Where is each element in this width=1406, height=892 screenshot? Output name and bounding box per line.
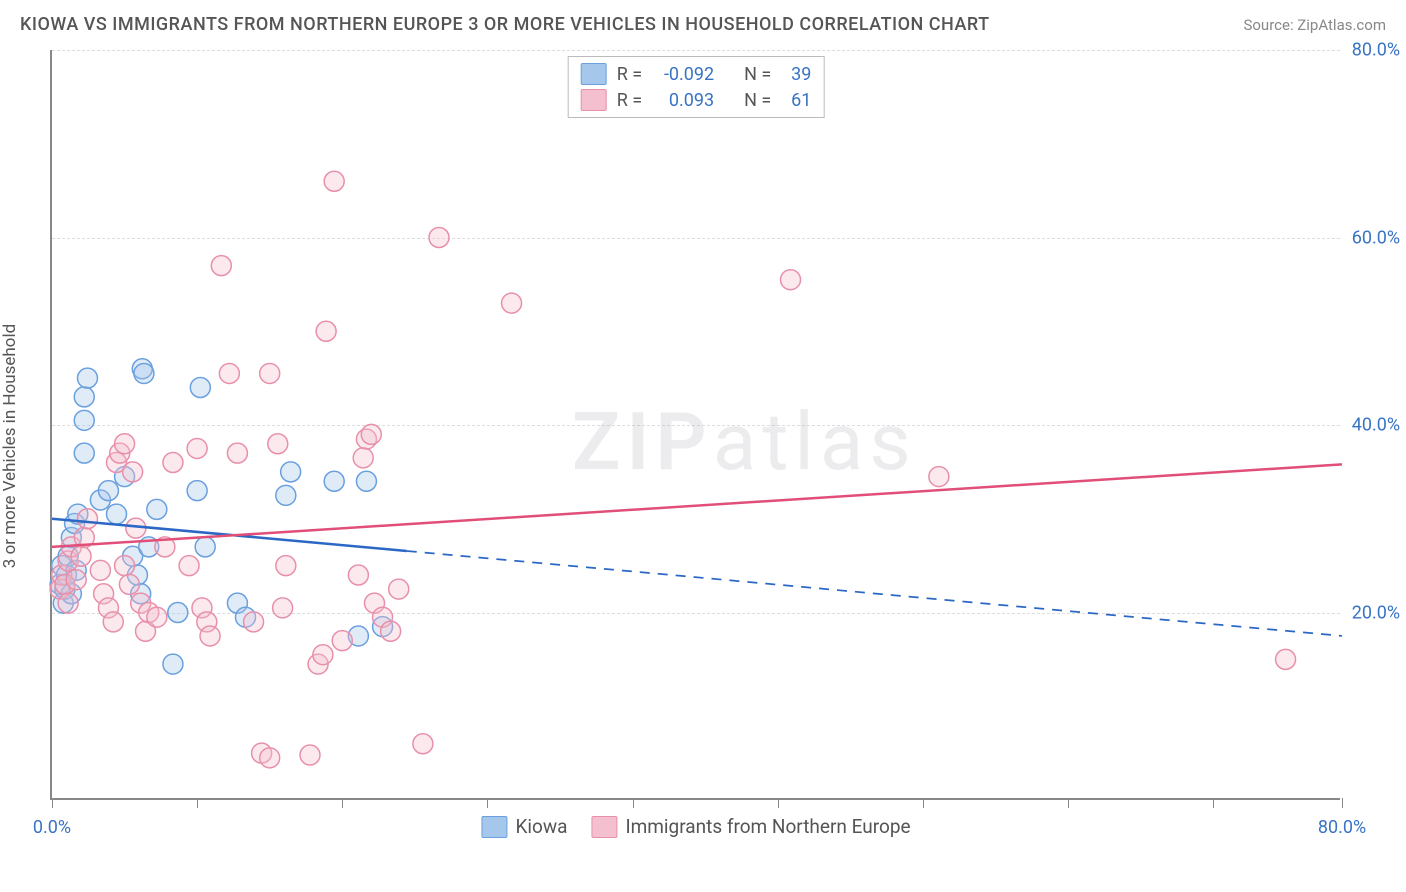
x-tick: [342, 798, 343, 808]
data-point: [195, 537, 215, 557]
data-point: [74, 387, 94, 407]
source-label: Source: ZipAtlas.com: [1243, 16, 1386, 34]
data-point: [74, 410, 94, 430]
data-point: [77, 368, 97, 388]
data-point: [273, 598, 293, 618]
data-point: [187, 481, 207, 501]
legend-swatch-2: [591, 816, 617, 838]
swatch-series2: [581, 89, 607, 111]
data-point: [190, 378, 210, 398]
data-point: [260, 748, 280, 768]
data-point: [300, 745, 320, 765]
data-point: [260, 363, 280, 383]
data-point: [316, 321, 336, 341]
y-tick-label: 80.0%: [1352, 40, 1400, 61]
stats-row-2: R = 0.093 N = 61: [581, 89, 812, 111]
x-tick: [1213, 798, 1214, 808]
swatch-series1: [581, 63, 607, 85]
data-point: [413, 734, 433, 754]
data-point: [324, 471, 344, 491]
chart-area: ZIPatlas R = -0.092 N = 39 R = 0.093 N =…: [50, 50, 1340, 800]
data-point: [168, 603, 188, 623]
x-tick: [778, 798, 779, 808]
trend-line: [52, 464, 1342, 547]
x-tick: [197, 798, 198, 808]
data-point: [58, 593, 78, 613]
stats-box: R = -0.092 N = 39 R = 0.093 N = 61: [568, 56, 825, 118]
data-point: [781, 270, 801, 290]
scatter-plot: [52, 50, 1340, 798]
x-tick-label: 0.0%: [33, 817, 71, 838]
trend-line-dashed: [407, 551, 1342, 636]
data-point: [123, 462, 143, 482]
data-point: [332, 631, 352, 651]
data-point: [98, 481, 118, 501]
data-point: [163, 654, 183, 674]
data-point: [187, 438, 207, 458]
data-point: [200, 626, 220, 646]
data-point: [313, 645, 333, 665]
legend-swatch-1: [481, 816, 507, 838]
data-point: [502, 293, 522, 313]
x-tick: [1342, 798, 1343, 808]
data-point: [163, 453, 183, 473]
data-point: [107, 504, 127, 524]
x-tick: [633, 798, 634, 808]
data-point: [74, 443, 94, 463]
x-tick-label: 80.0%: [1318, 817, 1366, 838]
data-point: [179, 556, 199, 576]
data-point: [147, 607, 167, 627]
data-point: [381, 621, 401, 641]
legend-label-1: Kiowa: [515, 815, 567, 838]
stats-row-1: R = -0.092 N = 39: [581, 63, 812, 85]
data-point: [147, 499, 167, 519]
x-tick: [52, 798, 53, 808]
n-value-2: 61: [781, 90, 811, 111]
data-point: [115, 556, 135, 576]
chart-title: KIOWA VS IMMIGRANTS FROM NORTHERN EUROPE…: [20, 14, 990, 35]
data-point: [66, 570, 86, 590]
data-point: [281, 462, 301, 482]
n-value-1: 39: [781, 64, 811, 85]
data-point: [134, 363, 154, 383]
data-point: [219, 363, 239, 383]
x-tick: [487, 798, 488, 808]
legend-item-2: Immigrants from Northern Europe: [591, 815, 910, 838]
legend-label-2: Immigrants from Northern Europe: [625, 815, 910, 838]
r-value-1: -0.092: [652, 64, 714, 85]
r-value-2: 0.093: [652, 90, 714, 111]
data-point: [1276, 649, 1296, 669]
data-point: [211, 256, 231, 276]
y-tick-label: 20.0%: [1352, 602, 1400, 623]
x-tick: [923, 798, 924, 808]
legend: Kiowa Immigrants from Northern Europe: [481, 815, 910, 838]
title-row: KIOWA VS IMMIGRANTS FROM NORTHERN EUROPE…: [20, 14, 1386, 35]
data-point: [244, 612, 264, 632]
data-point: [71, 546, 91, 566]
data-point: [929, 467, 949, 487]
x-tick: [1068, 798, 1069, 808]
data-point: [77, 509, 97, 529]
y-tick-label: 60.0%: [1352, 227, 1400, 248]
data-point: [90, 560, 110, 580]
data-point: [276, 485, 296, 505]
data-point: [276, 556, 296, 576]
data-point: [115, 434, 135, 454]
data-point: [356, 471, 376, 491]
data-point: [361, 424, 381, 444]
y-tick-label: 40.0%: [1352, 415, 1400, 436]
y-axis-label: 3 or more Vehicles in Household: [0, 324, 20, 568]
data-point: [389, 579, 409, 599]
data-point: [324, 171, 344, 191]
data-point: [348, 565, 368, 585]
data-point: [227, 443, 247, 463]
data-point: [103, 612, 123, 632]
data-point: [353, 448, 373, 468]
legend-item-1: Kiowa: [481, 815, 567, 838]
data-point: [119, 574, 139, 594]
data-point: [429, 228, 449, 248]
data-point: [268, 434, 288, 454]
